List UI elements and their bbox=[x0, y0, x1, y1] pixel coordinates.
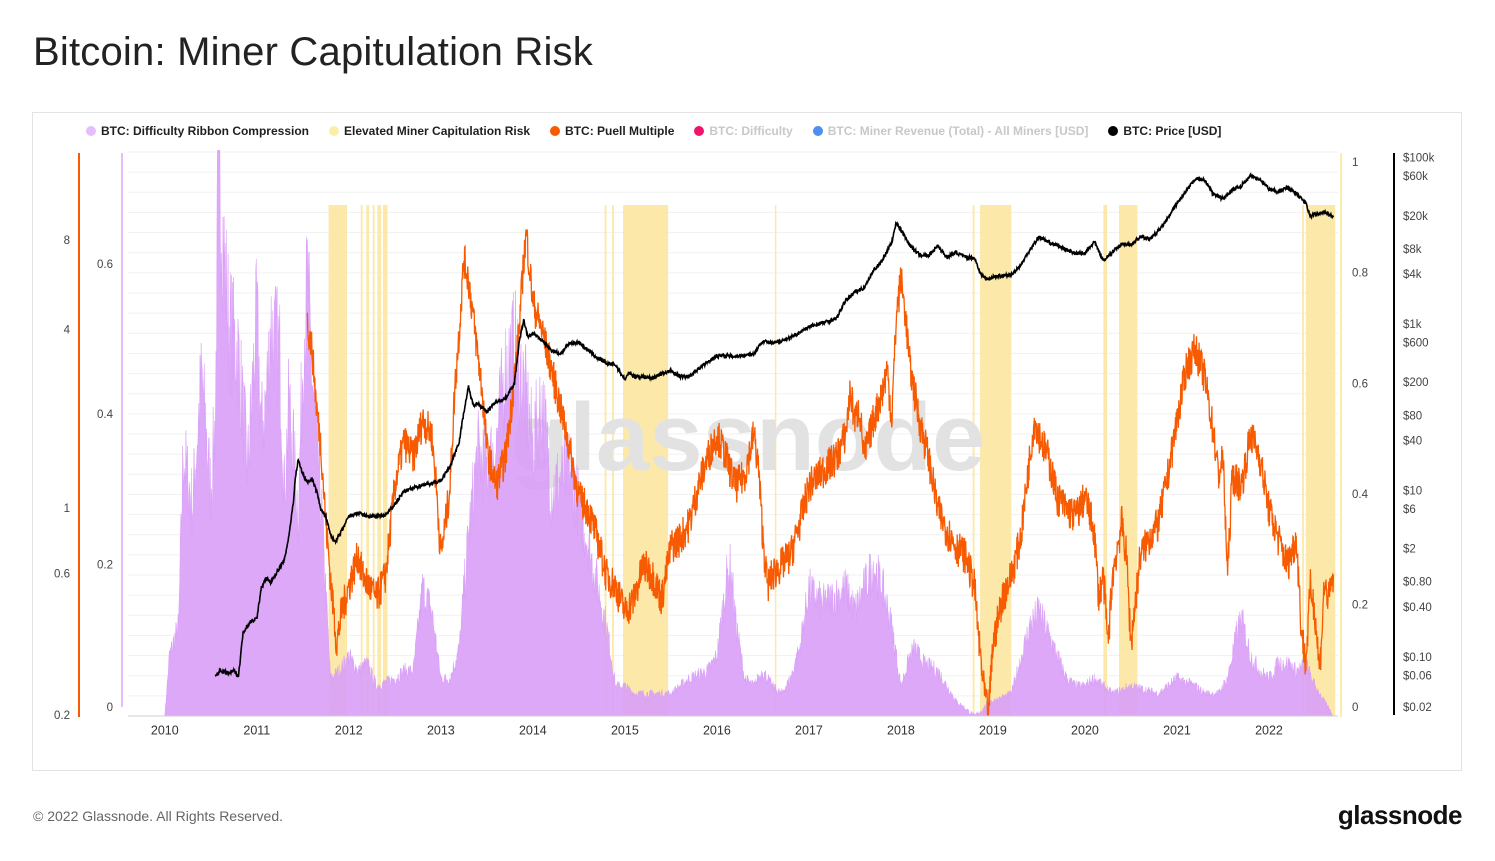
ribbon-right-tick-label: 0 bbox=[1352, 702, 1358, 714]
chart-frame bbox=[32, 112, 1462, 771]
price-tick-label: $80 bbox=[1403, 410, 1422, 422]
risk-zone bbox=[382, 205, 388, 716]
x-tick-label: 2012 bbox=[335, 723, 363, 737]
puell-tick-label: 4 bbox=[64, 324, 71, 336]
puell-line-group bbox=[306, 229, 1335, 716]
x-tick-label: 2013 bbox=[427, 723, 455, 737]
price-tick-label: $0.80 bbox=[1403, 577, 1432, 589]
ribbon-right-tick-label: 1 bbox=[1352, 157, 1358, 169]
risk-zone bbox=[1302, 205, 1304, 716]
ribbon-right-tick-label: 0.2 bbox=[1352, 599, 1368, 611]
ribbon-left-tick-label: 0 bbox=[107, 702, 113, 714]
axes-group: 0.2 0.6 1 4 8 0 0.2 0.4 0.6 0 0.2 0.4 0.6 0.8 1 $0.02 $0… bbox=[54, 153, 1435, 738]
risk-zone bbox=[1119, 205, 1138, 716]
puell-line bbox=[306, 229, 1335, 716]
x-tick-label: 2010 bbox=[151, 723, 179, 737]
price-tick-label: $100k bbox=[1403, 153, 1435, 165]
price-tick-label: $0.02 bbox=[1403, 702, 1432, 714]
price-tick-label: $0.40 bbox=[1403, 602, 1432, 614]
legend-swatch bbox=[1108, 126, 1119, 136]
legend-item[interactable]: BTC: Difficulty bbox=[694, 124, 793, 138]
risk-zone bbox=[366, 205, 370, 716]
price-tick-label: $40 bbox=[1403, 435, 1422, 447]
legend-item[interactable]: BTC: Miner Revenue (Total) - All Miners … bbox=[812, 124, 1089, 138]
ribbon-area-group bbox=[164, 150, 1334, 716]
risk-zone bbox=[1305, 205, 1336, 716]
x-tick-label: 2019 bbox=[979, 723, 1007, 737]
puell-tick-label: 8 bbox=[64, 235, 70, 247]
price-line-group bbox=[214, 172, 1335, 678]
x-tick-label: 2018 bbox=[887, 723, 915, 737]
x-tick-label: 2022 bbox=[1255, 723, 1283, 737]
legend-label: Elevated Miner Capitulation Risk bbox=[344, 124, 531, 138]
risk-zone bbox=[1103, 205, 1108, 716]
glassnode-logo[interactable]: glassnode bbox=[1337, 800, 1463, 830]
x-tick-label: 2014 bbox=[519, 723, 547, 737]
price-tick-label: $10 bbox=[1403, 485, 1422, 497]
price-tick-label: $1k bbox=[1403, 319, 1422, 331]
x-tick-label: 2015 bbox=[611, 723, 639, 737]
legend-swatch bbox=[329, 126, 339, 136]
ribbon-area bbox=[164, 150, 1334, 716]
ribbon-left-tick-label: 0.4 bbox=[97, 409, 114, 421]
risk-zone bbox=[612, 205, 614, 716]
risk-zone bbox=[328, 205, 347, 716]
ribbon-right-tick-label: 0.4 bbox=[1352, 489, 1369, 501]
x-tick-label: 2016 bbox=[703, 723, 731, 737]
puell-tick-label: 1 bbox=[64, 503, 70, 515]
legend-label: BTC: Puell Multiple bbox=[565, 124, 675, 138]
price-tick-label: $2 bbox=[1403, 544, 1416, 556]
risk-zone bbox=[377, 205, 382, 716]
ribbon-right-tick-label: 0.8 bbox=[1352, 268, 1368, 280]
price-tick-label: $6 bbox=[1403, 504, 1416, 516]
legend-item[interactable]: Elevated Miner Capitulation Risk bbox=[329, 124, 530, 138]
watermark: glassnode bbox=[511, 384, 986, 491]
price-tick-label: $600 bbox=[1403, 337, 1429, 349]
legend-label: BTC: Miner Revenue (Total) - All Miners … bbox=[827, 124, 1089, 138]
price-tick-label: $200 bbox=[1403, 377, 1429, 389]
price-tick-label: $4k bbox=[1403, 269, 1422, 281]
ribbon-right-tick-label: 0.6 bbox=[1352, 378, 1368, 390]
legend-item[interactable]: BTC: Price [USD] bbox=[1108, 124, 1221, 138]
page-title: Bitcoin: Miner Capitulation Risk bbox=[33, 30, 593, 74]
legend-item[interactable]: BTC: Puell Multiple bbox=[550, 124, 674, 138]
price-tick-label: $8k bbox=[1403, 244, 1422, 256]
legend-swatch bbox=[86, 126, 96, 136]
price-line bbox=[214, 172, 1335, 678]
ribbon-left-tick-label: 0.6 bbox=[97, 259, 113, 271]
legend-item[interactable]: BTC: Difficulty Ribbon Compression bbox=[86, 124, 309, 138]
x-tick-label: 2011 bbox=[243, 723, 270, 737]
risk-zone bbox=[372, 205, 375, 716]
legend-label: BTC: Difficulty Ribbon Compression bbox=[101, 124, 309, 138]
x-tick-label: 2017 bbox=[795, 723, 823, 737]
puell-tick-label: 0.2 bbox=[54, 710, 70, 722]
legend-swatch bbox=[812, 126, 823, 136]
price-tick-label: $0.10 bbox=[1403, 652, 1432, 664]
legend-label: BTC: Price [USD] bbox=[1123, 124, 1222, 138]
risk-zone bbox=[360, 205, 363, 716]
risk-zone bbox=[623, 205, 669, 716]
price-tick-label: $0.06 bbox=[1403, 670, 1432, 682]
x-tick-label: 2021 bbox=[1163, 723, 1191, 737]
price-tick-label: $60k bbox=[1403, 171, 1428, 183]
risk-zone bbox=[972, 205, 975, 716]
risk-zone bbox=[774, 205, 777, 716]
x-tick-label: 2020 bbox=[1071, 723, 1099, 737]
legend-swatch bbox=[694, 126, 705, 136]
copyright: © 2022 Glassnode. All Rights Reserved. bbox=[33, 808, 284, 824]
price-tick-label: $20k bbox=[1403, 211, 1428, 223]
watermark-text: glassnode bbox=[511, 384, 986, 491]
chart-legend: BTC: Difficulty Ribbon Compression Elevat… bbox=[86, 124, 1221, 138]
risk-zone bbox=[604, 205, 607, 716]
ribbon-left-tick-label: 0.2 bbox=[97, 560, 113, 572]
puell-tick-label: 0.6 bbox=[54, 569, 70, 581]
legend-swatch bbox=[550, 126, 561, 136]
legend-label: BTC: Difficulty bbox=[709, 124, 793, 138]
